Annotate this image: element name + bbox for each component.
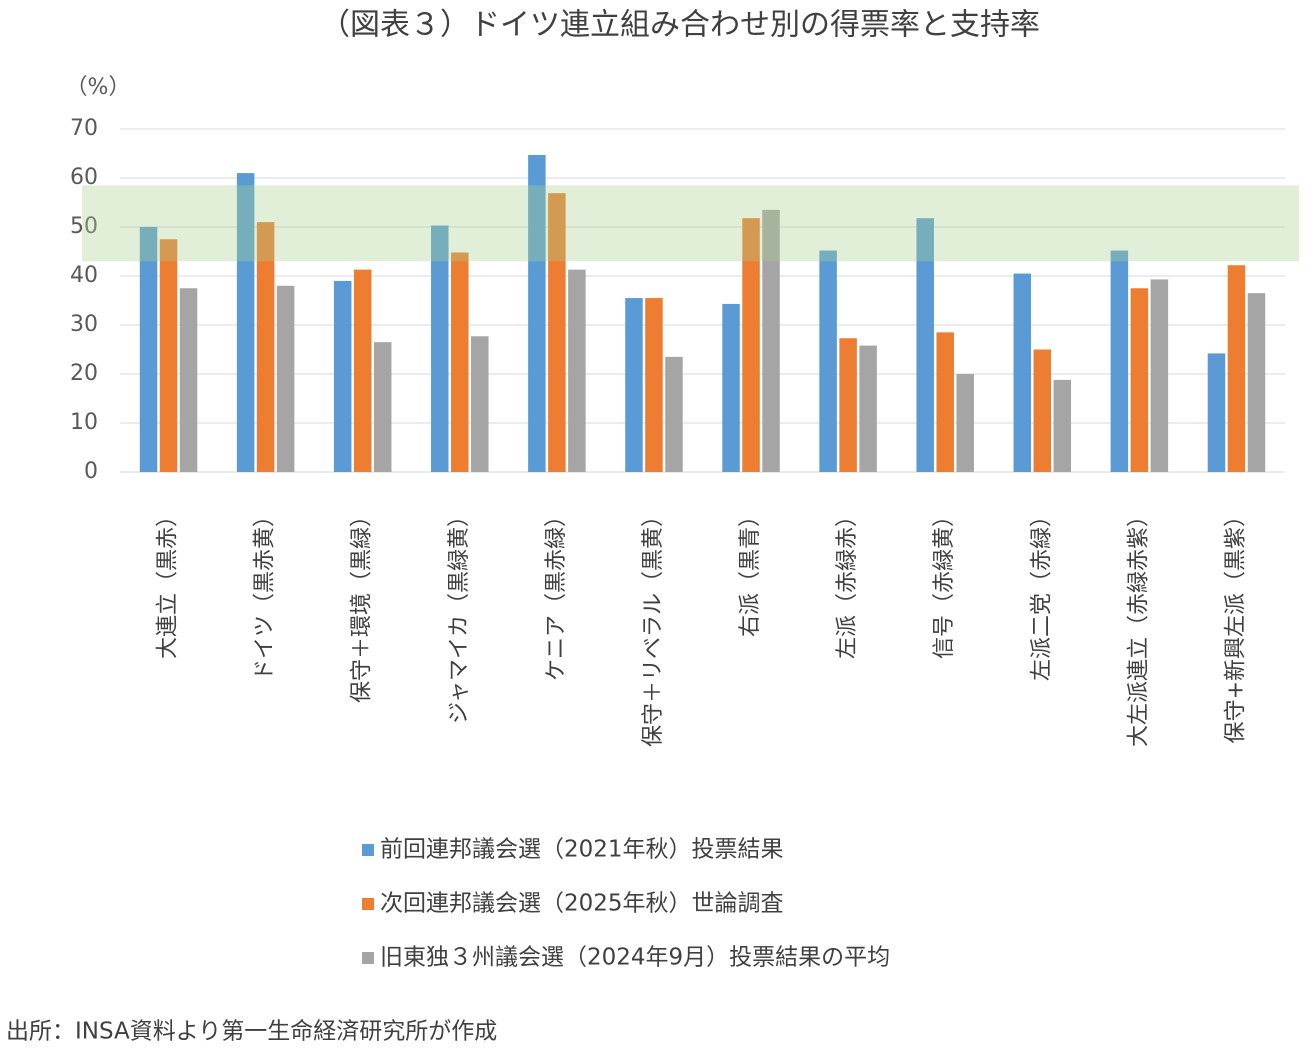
x-tick-label: ドイツ（黒赤黄） xyxy=(253,505,278,681)
chart-title: （図表３）ドイツ連立組み合わせ別の得票率と支持率 xyxy=(320,8,1040,43)
bar xyxy=(256,222,275,472)
y-tick-label: 30 xyxy=(70,312,98,337)
x-tick-label: 右派（黒青） xyxy=(738,505,763,637)
bar xyxy=(276,285,295,472)
x-tick-label: 左派（赤緑赤） xyxy=(835,505,860,659)
highlight-band xyxy=(82,185,1299,262)
bar xyxy=(1150,279,1169,472)
bar xyxy=(353,269,372,472)
x-tick-label: 保守＋環境（黒緑） xyxy=(350,505,375,703)
legend-label: 前回連邦議会選（2021年秋）投票結果 xyxy=(380,837,784,863)
y-tick-label: 70 xyxy=(70,116,98,141)
bar xyxy=(373,342,392,472)
bar xyxy=(839,338,857,472)
legend-swatch xyxy=(362,844,374,856)
bar xyxy=(722,303,740,472)
y-axis-label: （%） xyxy=(66,75,131,100)
bar xyxy=(742,218,760,472)
bar xyxy=(179,288,198,472)
bar xyxy=(762,209,780,472)
x-tick-label: ケニア（黒赤緑） xyxy=(544,505,569,681)
source-note: 出所：INSA資料より第一生命経済研究所が作成 xyxy=(6,1019,497,1045)
legend-swatch xyxy=(362,952,374,964)
bar xyxy=(1207,353,1226,472)
x-tick-label: ジャマイカ（黒緑黄） xyxy=(447,505,472,724)
bar xyxy=(451,252,469,472)
bar xyxy=(936,332,954,472)
y-tick-label: 20 xyxy=(70,361,98,386)
x-tick-label: 大連立（黒赤） xyxy=(156,505,181,659)
bar xyxy=(431,225,449,472)
y-tick-label: 0 xyxy=(84,459,98,484)
bar xyxy=(645,298,663,472)
bar xyxy=(916,218,934,472)
x-tick-label: 大左派連立（赤緑赤紫） xyxy=(1126,505,1151,747)
bar xyxy=(1013,273,1032,472)
bar xyxy=(236,173,255,472)
bar xyxy=(471,336,489,472)
bar xyxy=(528,154,546,472)
x-tick-label: 信号（赤緑黄） xyxy=(932,505,957,659)
y-tick-label: 10 xyxy=(70,410,98,435)
bar xyxy=(819,250,837,472)
bar xyxy=(1247,293,1266,472)
bar xyxy=(625,298,643,472)
bar xyxy=(1110,250,1129,472)
x-tick-label: 保守+新興左派（黒紫） xyxy=(1223,505,1248,743)
bar xyxy=(1227,265,1246,472)
bar xyxy=(333,280,352,472)
bar xyxy=(665,356,683,472)
bar xyxy=(1053,379,1072,472)
bar xyxy=(159,239,178,472)
legend-label: 旧東独３州議会選（2024年9月）投票結果の平均 xyxy=(380,945,890,971)
bar xyxy=(548,193,566,472)
bar xyxy=(1033,349,1052,472)
bar xyxy=(859,345,877,472)
bar xyxy=(1130,288,1149,472)
y-tick-label: 60 xyxy=(70,165,98,190)
legend-label: 次回連邦議会選（2025年秋）世論調査 xyxy=(380,891,784,917)
bar xyxy=(956,374,974,472)
y-tick-label: 40 xyxy=(70,263,98,288)
x-tick-label: 保守＋リベラル（黒黄） xyxy=(641,505,666,747)
bar xyxy=(568,269,586,472)
y-tick-label: 50 xyxy=(70,214,98,239)
bar xyxy=(139,227,158,472)
legend-swatch xyxy=(362,898,374,910)
x-tick-label: 左派二党（赤緑） xyxy=(1029,505,1054,681)
